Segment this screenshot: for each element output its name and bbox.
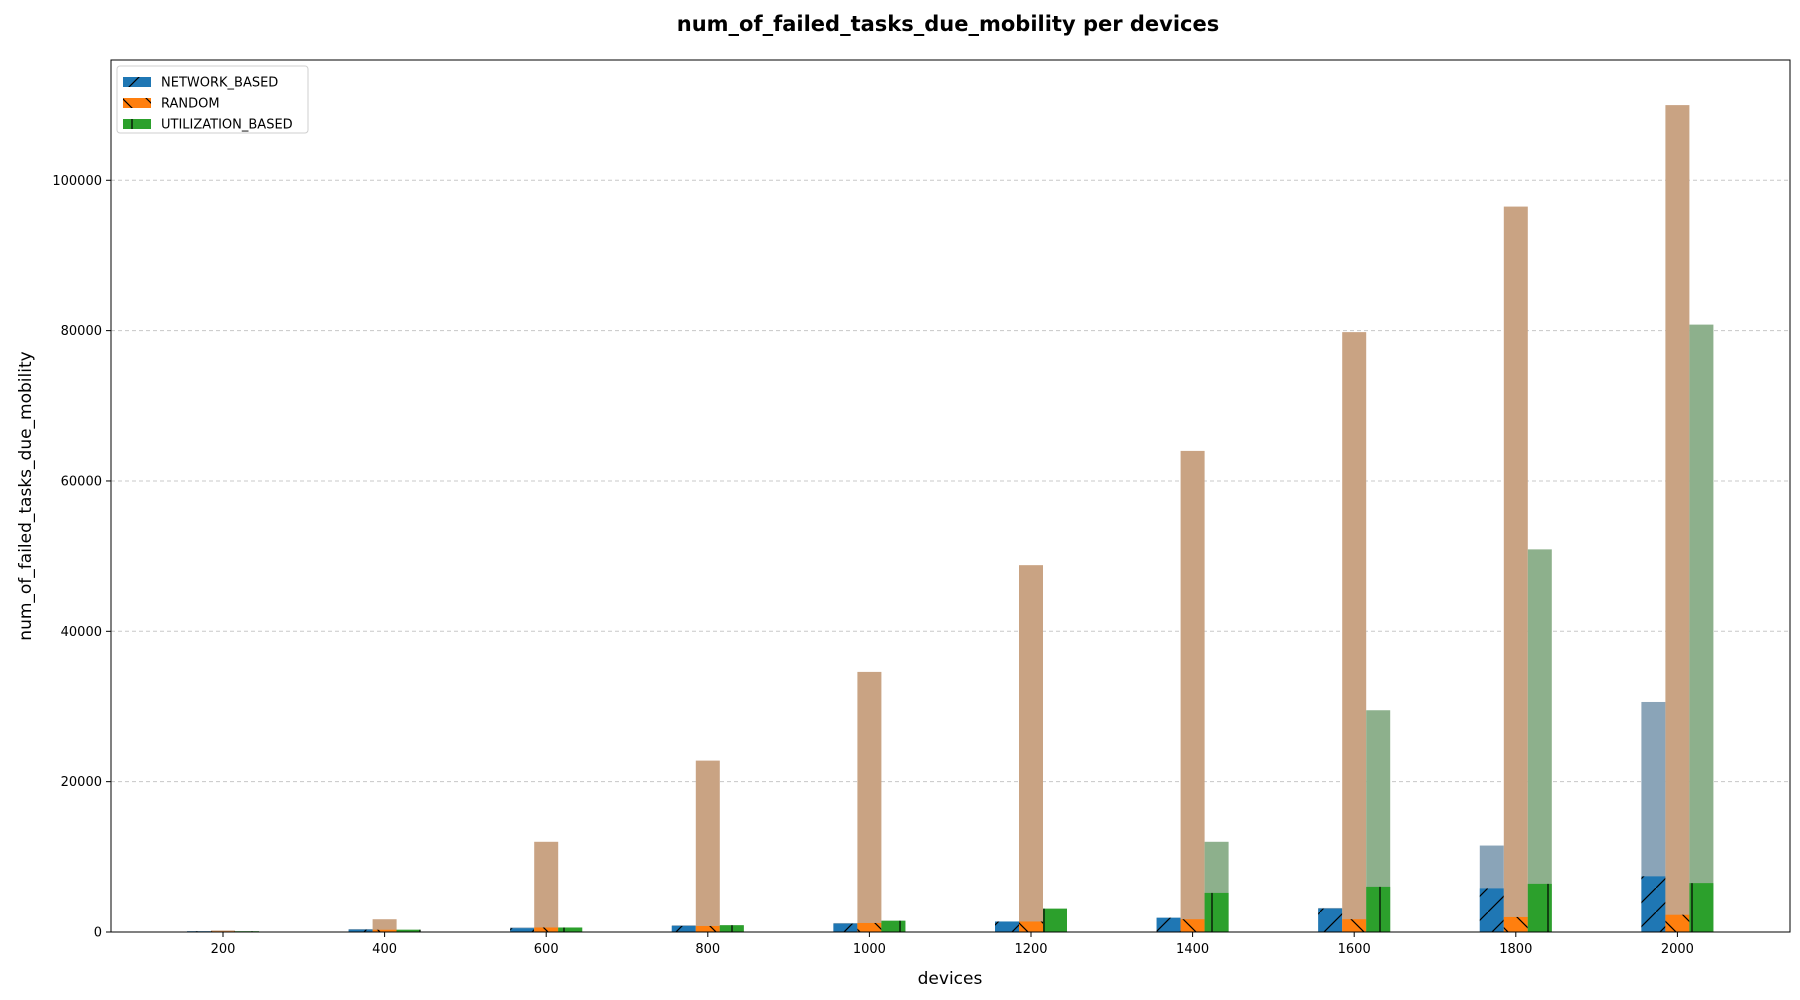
bar-hatch-network_based-1200 (995, 921, 1019, 932)
bar-hatch-network_based-600 (510, 928, 535, 932)
y-tick-label: 40000 (61, 625, 102, 640)
bar-hatch-utilization_based-1800 (1527, 883, 1552, 932)
x-tick-label: 1200 (1014, 942, 1047, 957)
x-axis-label: devices (918, 969, 983, 989)
legend-label-random: RANDOM (161, 97, 220, 112)
bar-hatch-random-2000 (1665, 914, 1690, 932)
chart-title: num_of_failed_tasks_due_mobility per dev… (677, 12, 1220, 36)
legend-box (116, 65, 309, 134)
x-tick-label: 1400 (1176, 942, 1209, 957)
y-tick-label: 80000 (61, 324, 102, 339)
bar-hatch-utilization_based-1400 (1204, 892, 1229, 932)
x-tick-label: 1000 (853, 942, 886, 957)
legend-label-utilization_based: UTILIZATION_BASED (161, 118, 293, 133)
legend-label-network_based: NETWORK_BASED (161, 76, 278, 91)
bar-hatch-utilization_based-400 (396, 929, 421, 932)
bar-hatch-random-1800 (1503, 916, 1528, 932)
bar-total-utilization_based-1800 (1527, 549, 1552, 932)
bar-total-random-1800 (1503, 206, 1528, 933)
bar-hatch-random-1000 (857, 922, 882, 932)
y-axis-ticks: 0 20000 40000 60000 80000 100000 (52, 174, 111, 941)
bar-hatch-network_based-1400 (1156, 917, 1181, 932)
bar-hatch-utilization_based-1000 (881, 920, 906, 932)
x-tick-label: 1800 (1499, 942, 1532, 957)
bar-hatch-utilization_based-1200 (1043, 908, 1067, 932)
bar-total-random-400 (372, 919, 397, 932)
bar-hatch-utilization_based-1600 (1366, 886, 1391, 932)
bars-group (187, 105, 1714, 933)
legend: NETWORK_BASED RANDOM UTILIZATION_BASED (116, 65, 309, 134)
bar-total-random-1600 (1342, 332, 1367, 932)
bar-total-utilization_based-2000 (1689, 324, 1714, 932)
legend-swatch-hatch (123, 77, 151, 87)
bar-total-random-1400 (1180, 450, 1205, 932)
bar-hatch-network_based-400 (348, 929, 373, 932)
y-axis-label: num_of_failed_tasks_due_mobility (16, 351, 36, 640)
bar-hatch-network_based-1600 (1318, 908, 1343, 932)
x-tick-label: 200 (211, 942, 236, 957)
x-tick-label: 2000 (1661, 942, 1694, 957)
bar-hatch-random-1400 (1180, 919, 1205, 932)
bar-hatch-random-800 (695, 925, 720, 932)
x-tick-label: 1600 (1338, 942, 1371, 957)
y-tick-label: 0 (94, 926, 102, 941)
bar-hatch-network_based-800 (671, 925, 696, 932)
bar-total-random-1000 (857, 671, 882, 932)
y-tick-label: 100000 (52, 174, 102, 189)
x-tick-label: 800 (695, 942, 720, 957)
x-tick-label: 600 (534, 942, 559, 957)
bar-total-random-1200 (1019, 565, 1043, 932)
x-axis-ticks: 200 400 600 800 1000 1200 1400 1600 1800 2000 (211, 932, 1694, 957)
bar-hatch-random-1200 (1019, 921, 1043, 932)
bar-hatch-network_based-1800 (1479, 888, 1504, 932)
bar-hatch-random-400 (372, 929, 397, 932)
bar-hatch-network_based-1000 (833, 923, 858, 932)
bar-total-random-800 (695, 760, 720, 932)
bar-hatch-network_based-2000 (1641, 876, 1666, 932)
bar-hatch-utilization_based-2000 (1689, 883, 1714, 932)
bar-hatch-random-1600 (1342, 919, 1367, 932)
legend-swatch-hatch (123, 119, 151, 129)
y-tick-label: 20000 (61, 775, 102, 790)
x-tick-label: 400 (372, 942, 397, 957)
plot-frame (110, 59, 1791, 933)
y-tick-label: 60000 (61, 474, 102, 489)
bar-hatch-random-600 (534, 927, 559, 932)
legend-swatch-hatch (123, 98, 151, 108)
bar-hatch-utilization_based-800 (719, 925, 744, 932)
bar-hatch-utilization_based-600 (558, 927, 583, 932)
bar-total-random-2000 (1665, 105, 1690, 932)
bar-total-random-600 (534, 841, 559, 932)
